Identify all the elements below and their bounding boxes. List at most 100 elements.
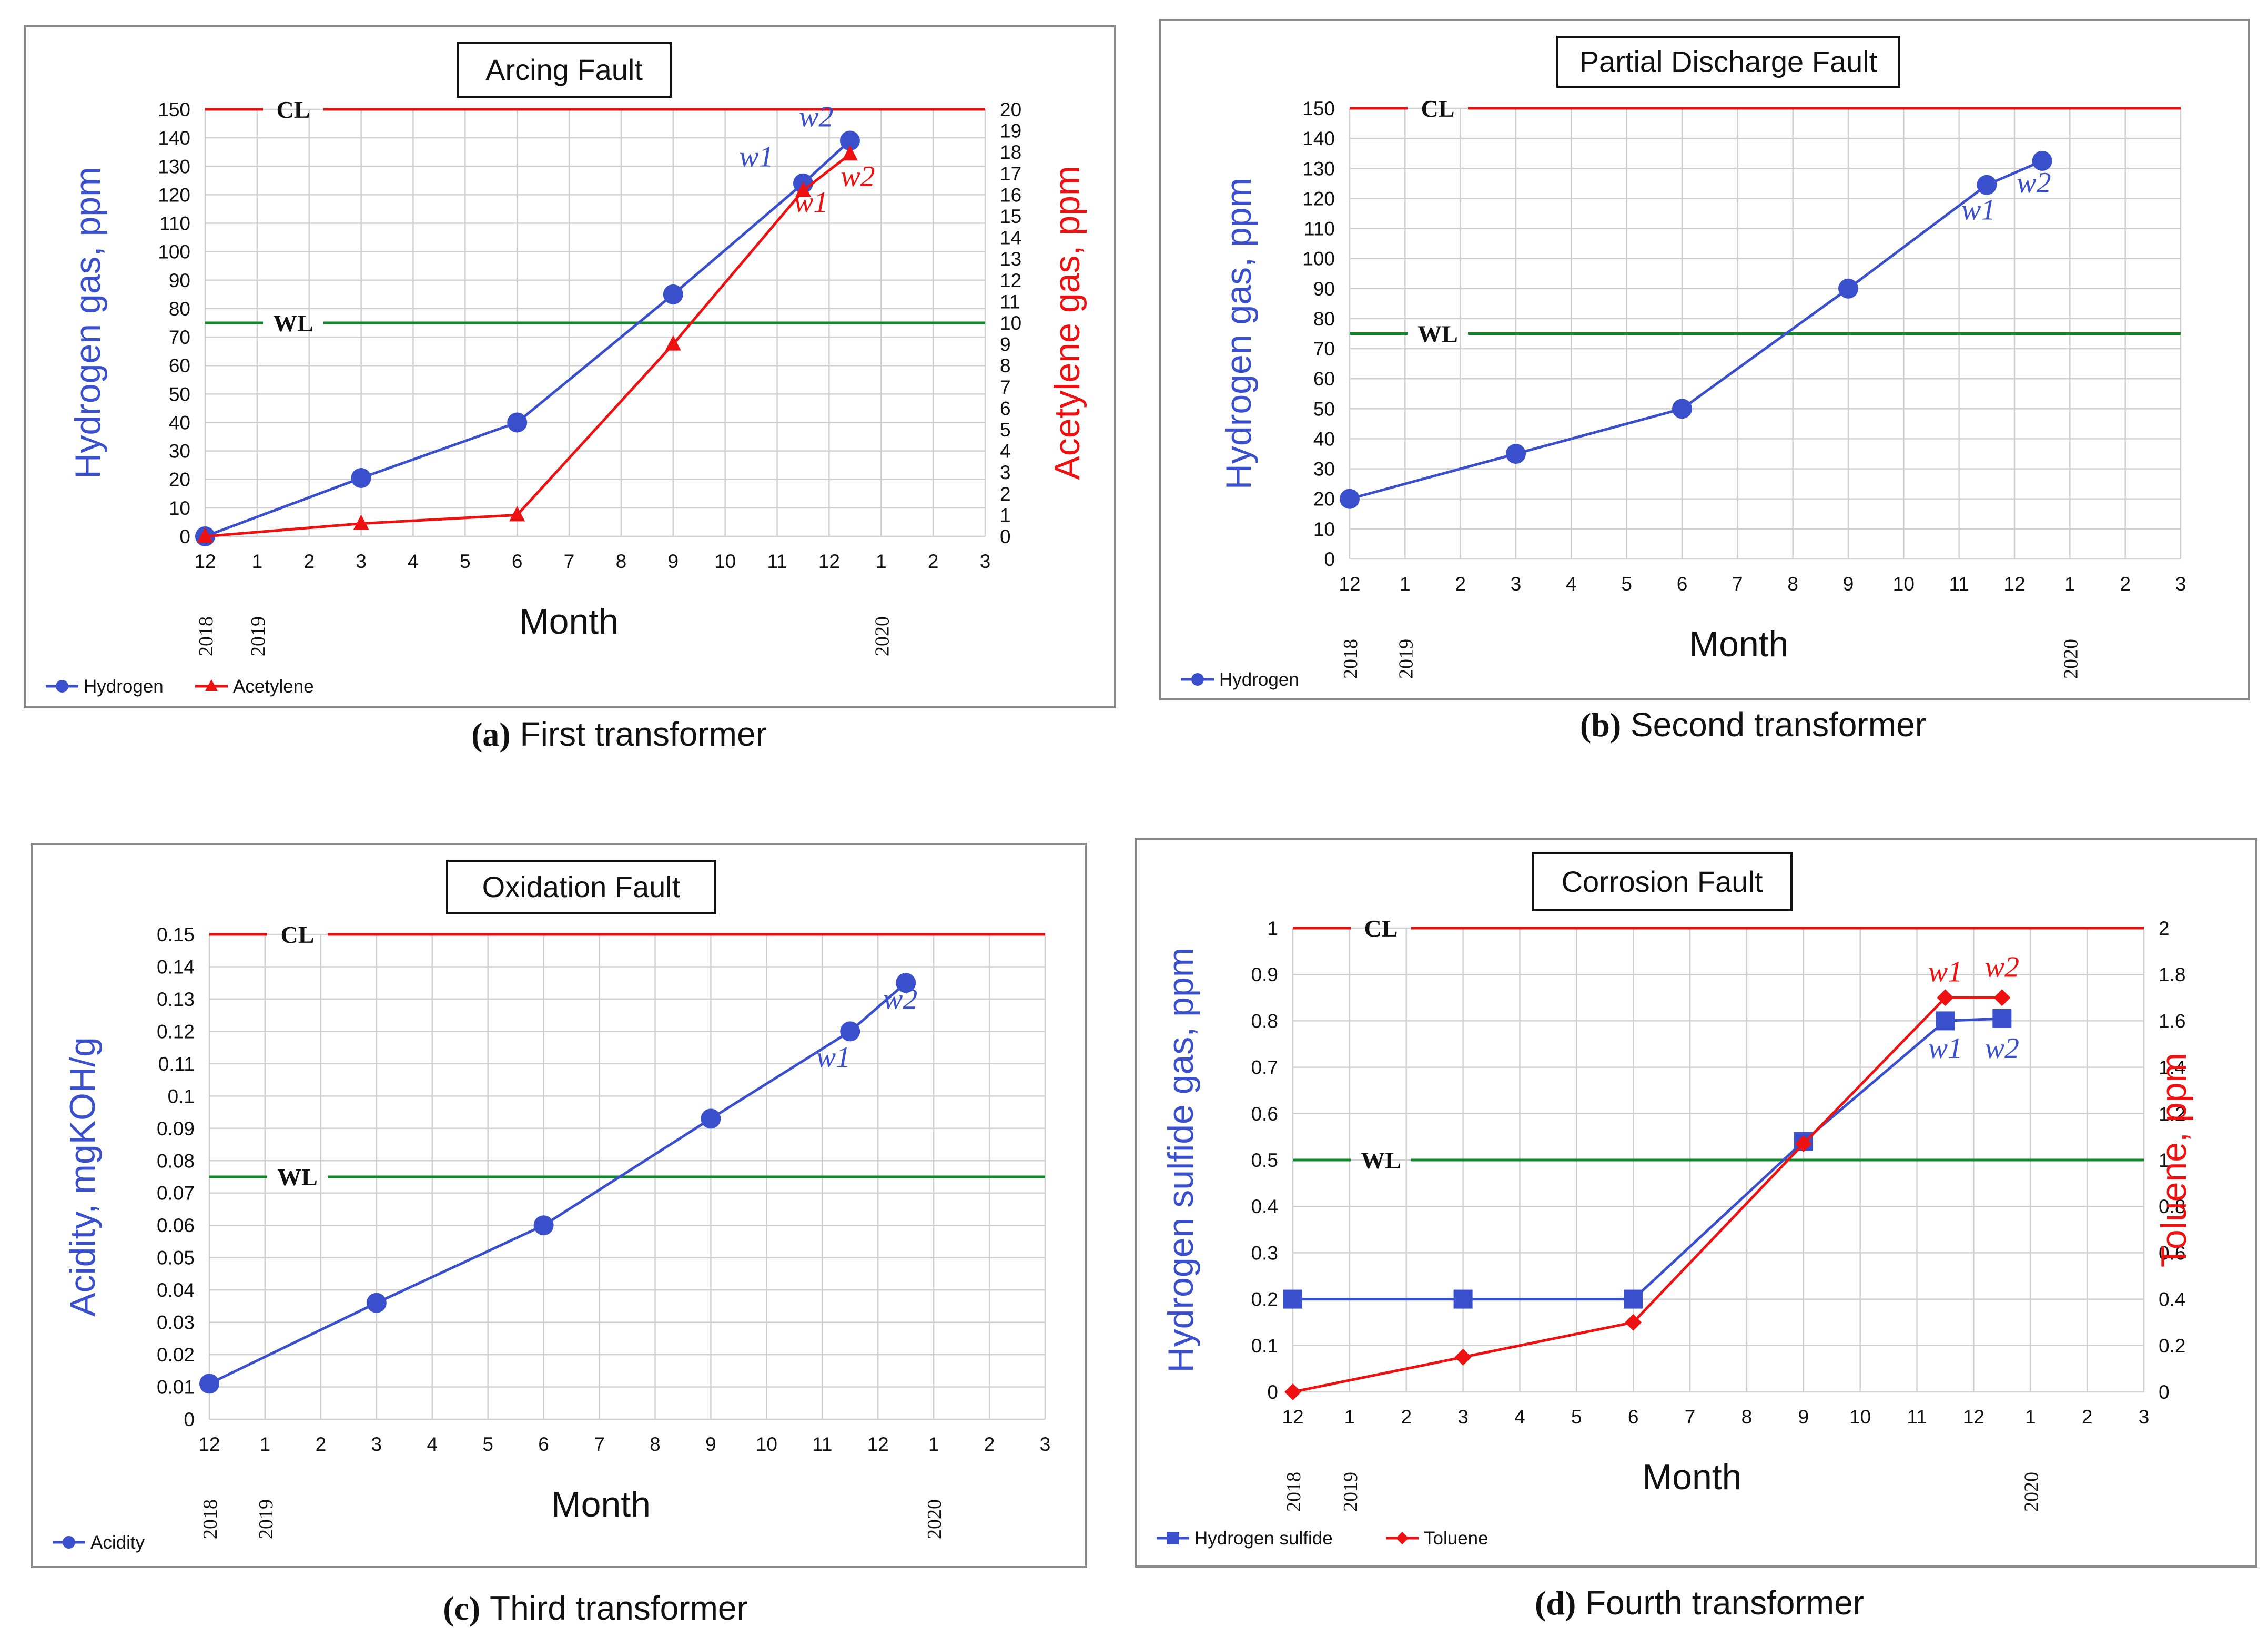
y-tick-label: 0 [179,526,190,547]
data-point [1992,1009,2012,1028]
chart-frame [31,843,1087,1568]
point-annotation: w2 [841,160,875,193]
ref-label-wl: WL [277,1164,318,1191]
y-right-tick-label: 20 [1000,99,1021,120]
y-tick-label: 30 [1313,459,1335,480]
y-tick-label: 0.1 [168,1085,195,1107]
x-tick-label: 2 [1455,573,1466,595]
x-axis-title: Month [519,602,619,642]
data-point [1284,1383,1301,1400]
data-point [2032,150,2052,171]
y-right-tick-label: 2 [1000,483,1011,505]
y-tick-label: 0.3 [1251,1242,1278,1264]
ref-label-cl: CL [277,96,310,123]
y-tick-label: 60 [169,355,190,377]
x-tick-label: 7 [1732,573,1743,595]
y-tick-label: 80 [169,298,190,320]
point-annotation: w1 [794,186,828,219]
y-tick-label: 0 [184,1409,195,1430]
y-tick-label: 80 [1313,308,1335,330]
chart-a: 0102030405060708090100110120130140150012… [24,25,1116,753]
x-tick-label: 8 [650,1433,661,1455]
legend-marker [1191,673,1204,686]
y-right-tick-label: 3 [1000,462,1011,483]
y-right-tick-label: 2 [2159,918,2170,939]
y-tick-label: 150 [1302,98,1335,119]
data-point [199,1374,219,1394]
x-tick-label: 12 [2003,573,2025,595]
y-tick-label: 10 [169,497,190,519]
point-annotation: w2 [1985,1032,2019,1065]
y-tick-label: 0.02 [157,1344,195,1366]
y-right-tick-label: 8 [1000,355,1011,377]
x-tick-label: 12 [1963,1406,1984,1428]
x-tick-label: 4 [427,1433,438,1455]
series-line [205,153,851,538]
chart-frame [1159,19,2250,700]
title-box [457,42,672,98]
caption-space [1576,1584,1585,1622]
data-point [896,973,916,993]
x-axis-ticks: 12 1 2 3 4 5 6 7 8 9 10 11 12 1 2 3 [194,551,990,572]
point-annotation: w2 [799,100,833,133]
data-point [839,130,860,151]
x-tick-label: 9 [668,551,679,572]
data-point [665,335,681,351]
legend-marker [56,680,68,693]
ref-label-cl: CL [1364,915,1398,942]
y-right-tick-label: 11 [1000,291,1020,312]
data-point [351,468,371,489]
x-tick-label: 2 [316,1433,327,1455]
chart-title: Arcing Fault [485,53,643,86]
y-tick-label: 0.7 [1251,1057,1278,1079]
x-tick-label: 10 [1893,573,1915,595]
caption-letter: (d) [1535,1584,1576,1622]
data-point [795,181,811,197]
y-tick-label: 0.12 [157,1021,195,1042]
y-tick-label: 60 [1313,368,1335,390]
y-tick-label: 0.5 [1251,1149,1278,1171]
y-right-tick-label: 13 [1000,248,1021,270]
y-tick-label: 70 [169,327,190,348]
y-tick-label: 0.07 [157,1183,195,1204]
x-tick-label: 11 [767,551,787,572]
x-tick-label: 2 [984,1433,995,1455]
x-tick-label: 11 [1949,573,1969,595]
x-tick-label: 12 [194,551,216,572]
x-axis-title: Month [1643,1457,1742,1497]
caption-text: Third transformer [490,1589,748,1627]
x-tick-label: 6 [538,1433,549,1455]
left-axis-ticks: 0 10 20 30 40 50 60 70 80 90 100 110 120 130 140 150 [1302,98,1335,570]
y-tick-label: 0.1 [1251,1335,1278,1357]
x-tick-label: 3 [2175,573,2186,595]
x-tick-label: 5 [1621,573,1632,595]
x-tick-label: 5 [1571,1406,1582,1428]
y-tick-label: 100 [158,241,190,263]
y-tick-label: 140 [1302,128,1335,149]
legend-marker [63,1536,75,1549]
x-tick-label: 1 [260,1433,271,1455]
x-tick-label: 7 [594,1433,605,1455]
chart-c: 0 0.01 0.02 0.03 0.04 0.05 0.06 0.07 0.08 0.09 0.1… [31,843,1087,1627]
data-point [1795,1135,1812,1153]
gridlines [204,108,986,537]
legend-label: Acidity [90,1532,145,1553]
y-right-tick-label: 4 [1000,441,1011,462]
x-tick-label: 12 [1339,573,1360,595]
y-right-tick-label: 0 [1000,526,1011,547]
x-tick-label: 12 [818,551,840,572]
year-label: 2019 [255,1499,277,1539]
data-point [1624,1289,1643,1309]
legend-marker [205,679,218,691]
caption-letter: (b) [1580,706,1621,744]
series-acetylene [197,145,858,543]
point-annotation: w1 [816,1041,850,1074]
x-tick-label: 1 [1400,573,1411,595]
left-axis-ticks: 0 10 20 30 40 50 60 70 80 90 100 110 120 130 140 150 [158,99,190,547]
y-tick-label: 20 [1313,489,1335,510]
point-annotation: w2 [1985,951,2019,984]
x-tick-label: 3 [980,551,991,572]
x-tick-label: 4 [1514,1406,1525,1428]
y-tick-label: 0.4 [1251,1196,1278,1217]
